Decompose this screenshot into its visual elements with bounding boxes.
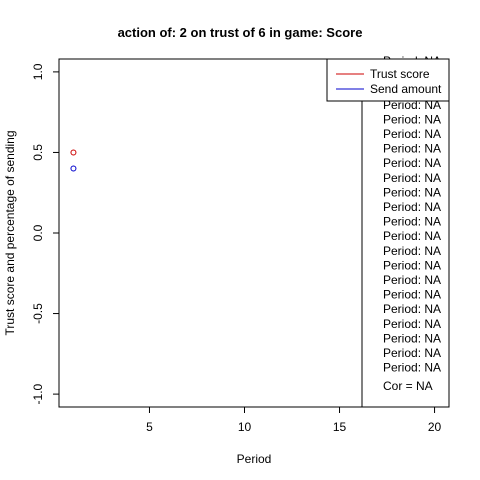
data-point — [70, 165, 77, 172]
info-box-line: Period: NA — [383, 215, 441, 229]
y-tick-label: -0.5 — [31, 303, 45, 324]
info-box-line: Period: NA — [383, 331, 441, 345]
legend-frame — [326, 58, 450, 102]
data-point — [70, 149, 77, 156]
legend-label: Send amount — [370, 82, 442, 96]
info-box-line: Period: NA — [383, 229, 441, 243]
info-box-line: Period: NA — [383, 346, 441, 360]
y-axis: -1.0 -0.5 0.0 0.5 1.0 — [31, 63, 59, 404]
x-axis-label: Period — [237, 452, 272, 466]
info-box-frame — [361, 58, 450, 408]
info-box-line: Period: NA — [383, 361, 441, 375]
x-axis: 5 10 15 20 — [146, 407, 442, 434]
info-box-line: Period: NA — [383, 244, 441, 258]
y-tick-label: -1.0 — [31, 383, 45, 404]
y-axis-label: Trust score and percentage of sending — [3, 130, 17, 335]
info-box-line: Period: NA — [383, 288, 441, 302]
info-box-line: Period: NA — [383, 112, 441, 126]
y-tick-label: 0.5 — [31, 144, 45, 161]
info-box-line: Period: NA — [383, 171, 441, 185]
info-box-line: Period: NA — [383, 127, 441, 141]
info-box-line: Period: NA — [383, 200, 441, 214]
x-tick-label: 10 — [238, 420, 252, 434]
x-tick-label: 20 — [428, 420, 442, 434]
data-points — [70, 149, 77, 172]
info-box-line: Period: NA — [383, 302, 441, 316]
info-box-line: Period: NA — [383, 273, 441, 287]
info-box-line: Period: NA — [383, 156, 441, 170]
info-box-line: Period: NA — [383, 317, 441, 331]
info-box-line: Period: NA — [383, 185, 441, 199]
info-box-line: Period: NA — [383, 258, 441, 272]
x-tick-label: 15 — [333, 420, 347, 434]
info-box-footer: Cor = NA — [383, 379, 433, 393]
y-tick-label: 1.0 — [31, 63, 45, 80]
chart-title: action of: 2 on trust of 6 in game: Scor… — [118, 25, 363, 40]
y-tick-label: 0.0 — [31, 224, 45, 241]
legend-label: Trust score — [370, 67, 430, 81]
info-box-line: Period: NA — [383, 142, 441, 156]
x-tick-label: 5 — [146, 420, 153, 434]
